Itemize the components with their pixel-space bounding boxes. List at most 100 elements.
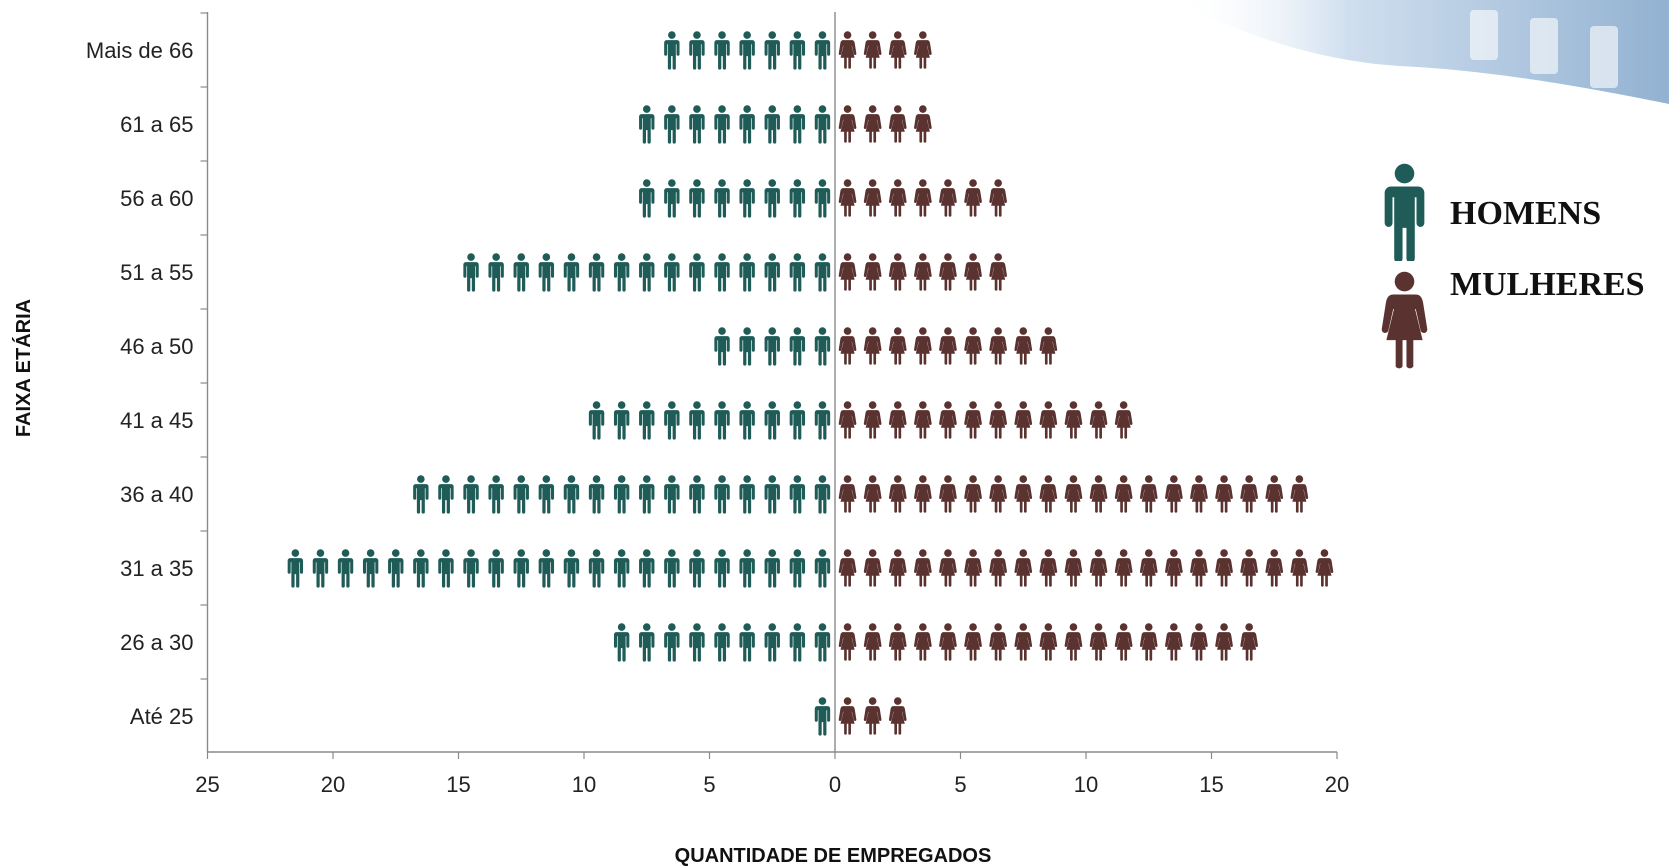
bar-women-icon: [914, 475, 932, 513]
bar-men-icon: [639, 623, 655, 662]
bar-men-icon: [789, 401, 806, 440]
bar-men-icon: [739, 327, 755, 366]
bar-men-icon: [538, 475, 555, 514]
bar-men-icon: [764, 179, 780, 218]
bar-men-icon: [664, 253, 680, 292]
bar-men-icon: [789, 105, 806, 144]
bar-women-icon: [838, 623, 857, 661]
bar-women-icon: [888, 401, 907, 439]
bar-women-icon: [863, 697, 882, 735]
bar-women-icon: [1139, 475, 1158, 513]
bar-men-icon: [689, 623, 705, 662]
bar-women-icon: [1215, 549, 1233, 587]
bar-women-icon: [1014, 623, 1033, 661]
bar-men-icon: [739, 623, 755, 662]
bar-women-icon: [1240, 623, 1258, 661]
bar-men-icon: [538, 549, 555, 588]
bar-women-icon: [914, 549, 932, 587]
bar-women-icon: [838, 401, 857, 439]
bar-men-icon: [639, 105, 655, 144]
bar-men-icon: [463, 475, 479, 514]
bar-women-icon: [1089, 401, 1108, 439]
bar-men-icon: [438, 475, 454, 514]
bar-men-icon: [689, 253, 705, 292]
bar-women-icon: [1064, 623, 1083, 661]
bar-men-icon: [588, 253, 605, 292]
bar-women-icon: [1165, 623, 1183, 661]
bar-men-icon: [613, 623, 630, 662]
bar-men-icon: [613, 401, 630, 440]
bar-men-icon: [563, 475, 580, 514]
bar-women-icon: [863, 327, 882, 365]
bar-women-icon: [939, 179, 957, 217]
bar-women-icon: [838, 697, 857, 735]
bar-men-icon: [513, 253, 529, 292]
bar-women-icon: [838, 105, 857, 143]
bar-women-icon: [1089, 475, 1108, 513]
bar-men-icon: [613, 253, 630, 292]
bar-women-icon: [888, 327, 907, 365]
bar-women-icon: [863, 475, 882, 513]
bar-women-icon: [1165, 549, 1183, 587]
bar-women-icon: [838, 327, 857, 365]
bar-men-icon: [814, 549, 831, 588]
bar-women-icon: [838, 253, 857, 291]
bar-women-icon: [1139, 549, 1158, 587]
bar-men-icon: [689, 401, 705, 440]
bar-women-icon: [888, 105, 907, 143]
bar-men-icon: [789, 475, 806, 514]
x-tick-label: 10: [1074, 772, 1098, 797]
bar-men-icon: [639, 475, 655, 514]
bar-men-icon: [789, 549, 806, 588]
bar-women-icon: [863, 105, 882, 143]
bar-women-icon: [939, 475, 957, 513]
bar-men-icon: [538, 253, 555, 292]
bar-women-icon: [838, 549, 857, 587]
bar-men-icon: [513, 549, 529, 588]
bar-men-icon: [664, 179, 680, 218]
bar-women-icon: [1290, 475, 1309, 513]
bar-men-icon: [413, 549, 429, 588]
bar-men-icon: [639, 549, 655, 588]
bar-women-icon: [964, 327, 982, 365]
bar-men-icon: [714, 623, 730, 662]
bar-men-icon: [714, 31, 730, 70]
x-tick-label: 0: [829, 772, 841, 797]
bar-men-icon: [764, 475, 780, 514]
bar-women-icon: [1240, 549, 1258, 587]
bar-women-icon: [1014, 475, 1033, 513]
bar-women-icon: [939, 549, 957, 587]
bar-women-icon: [838, 31, 857, 69]
bar-men-icon: [789, 179, 806, 218]
bar-women-icon: [1039, 327, 1058, 365]
y-tick-label: 46 a 50: [120, 334, 193, 359]
bar-men-icon: [764, 327, 780, 366]
bar-women-icon: [1014, 327, 1033, 365]
bar-men-icon: [689, 179, 705, 218]
bar-men-icon: [488, 475, 504, 514]
bar-men-icon: [312, 549, 329, 588]
bar-men-icon: [689, 549, 705, 588]
bar-men-icon: [563, 253, 580, 292]
bar-men-icon: [639, 179, 655, 218]
bar-men-icon: [739, 31, 755, 70]
bar-men-icon: [488, 253, 504, 292]
bar-women-icon: [989, 327, 1007, 365]
bar-women-icon: [914, 327, 932, 365]
bar-men-icon: [739, 549, 755, 588]
bar-men-icon: [664, 31, 680, 70]
bar-men-icon: [739, 401, 755, 440]
bar-men-icon: [764, 31, 780, 70]
bar-men-icon: [664, 401, 680, 440]
bar-men-icon: [814, 105, 831, 144]
y-tick-label: 31 a 35: [120, 556, 193, 581]
bar-women-icon: [989, 253, 1007, 291]
bar-women-icon: [964, 623, 982, 661]
bar-men-icon: [613, 549, 630, 588]
y-tick-label: Mais de 66: [86, 38, 194, 63]
bar-men-icon: [789, 327, 806, 366]
y-tick-label: 61 a 65: [120, 112, 193, 137]
bar-women-icon: [1064, 475, 1083, 513]
bar-men-icon: [438, 549, 454, 588]
